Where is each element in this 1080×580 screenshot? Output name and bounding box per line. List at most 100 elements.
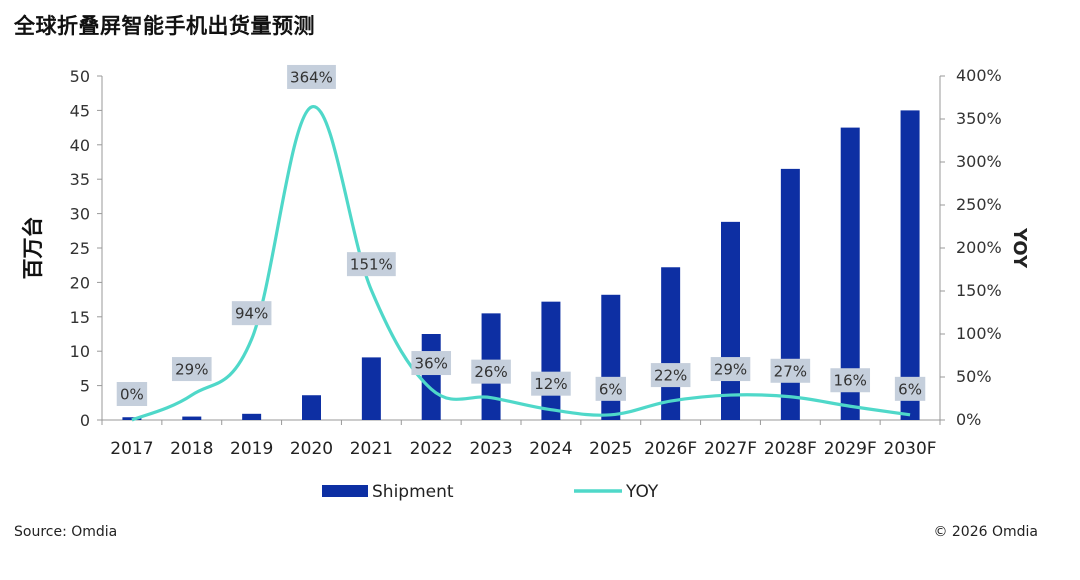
yoy-data-label: 6% (595, 376, 626, 401)
shipment-bar (182, 416, 202, 420)
yoy-label-text: 151% (350, 256, 393, 274)
x-tick-label: 2022 (410, 439, 453, 459)
yoy-label-box (770, 358, 811, 383)
y-tick-label-left: 40 (70, 136, 90, 155)
source-note: Source: Omdia (14, 524, 118, 540)
y-tick-label-right: 350% (956, 109, 1002, 128)
yoy-label-box (531, 371, 571, 396)
yoy-data-label: 26% (471, 359, 511, 384)
yoy-label-text: 0% (120, 386, 144, 404)
yoy-label-box (116, 382, 148, 406)
yoy-data-label: 36% (411, 351, 452, 376)
yoy-data-label: 22% (650, 363, 691, 388)
yoy-data-label: 16% (830, 368, 871, 393)
yoy-line-group (131, 105, 911, 422)
yoy-data-labels: 0% 29% 94% 364% 151% 36% 26% 12% 6% 22% 29% 27% 16% 6… (116, 64, 926, 406)
y-tick-label-left: 35 (70, 170, 90, 189)
y-tick-label-left: 0 (80, 411, 90, 430)
y-axis-title-right: YOY (1009, 227, 1030, 269)
legend-label-yoy: YOY (625, 482, 659, 502)
y-tick-label-left: 45 (70, 101, 90, 120)
yoy-data-label: 27% (770, 358, 811, 383)
yoy-data-label: 29% (171, 357, 212, 382)
shipment-bar (721, 221, 740, 420)
x-tick-label: 2026F (644, 439, 697, 459)
yoy-label-text: 22% (654, 367, 687, 385)
shipment-bar (900, 110, 920, 421)
shipment-bar (840, 127, 860, 420)
y-tick-label-right: 100% (956, 324, 1002, 343)
yoy-label-text: 36% (415, 355, 448, 373)
y-tick-label-left: 15 (70, 308, 90, 327)
yoy-label-box (650, 363, 691, 388)
y-tick-label-right: 200% (956, 238, 1002, 257)
yoy-label-box (595, 376, 626, 401)
chart-title: 全球折叠屏智能手机出货量预测 (14, 14, 315, 38)
y-tick-label-right: 150% (956, 281, 1002, 300)
y-tick-label-left: 10 (70, 342, 90, 361)
legend: Shipment YOY (322, 482, 659, 502)
yoy-label-text: 6% (898, 380, 922, 398)
x-tick-label: 2025 (589, 439, 632, 459)
yoy-label-box (346, 252, 396, 277)
x-tick-label: 2020 (290, 439, 333, 459)
y-tick-label-left: 5 (80, 377, 90, 396)
y-tick-label-right: 400% (956, 66, 1002, 85)
x-tick-label: 2024 (529, 439, 572, 459)
yoy-label-box (830, 368, 871, 393)
legend-swatch-shipment (322, 485, 368, 497)
y-tick-label-left: 25 (70, 239, 90, 258)
yoy-label-text: 94% (235, 305, 268, 323)
yoy-label-text: 27% (774, 362, 807, 380)
yoy-label-box (231, 301, 272, 326)
y-tick-label-right: 0% (956, 410, 981, 429)
yoy-data-label: 6% (894, 376, 926, 401)
y-tick-label-right: 300% (956, 152, 1002, 171)
yoy-data-label: 94% (231, 301, 272, 326)
shipment-bar (780, 168, 800, 420)
x-tick-label: 2017 (110, 439, 153, 459)
x-tick-label: 2021 (350, 439, 393, 459)
yoy-line (131, 105, 911, 422)
y-axis-title-left: 百万台 (21, 217, 45, 280)
copyright-note: © 2026 Omdia (933, 524, 1038, 540)
y-tick-label-left: 50 (70, 67, 90, 86)
x-tick-label: 2023 (469, 439, 512, 459)
x-tick-label: 2030F (884, 439, 937, 459)
shipment-bar (661, 267, 681, 420)
x-tick-label: 2029F (824, 439, 877, 459)
y-tick-label-left: 30 (70, 205, 90, 224)
x-tick-label: 2019 (230, 439, 273, 459)
yoy-label-text: 29% (175, 361, 208, 379)
yoy-label-text: 26% (474, 363, 507, 381)
yoy-data-label: 0% (116, 382, 148, 406)
yoy-label-text: 6% (599, 380, 623, 398)
shipment-bar (541, 301, 561, 420)
y-tick-label-right: 250% (956, 195, 1002, 214)
yoy-data-label: 29% (710, 357, 751, 382)
yoy-label-text: 12% (534, 375, 567, 393)
shipment-bars (122, 110, 920, 421)
shipment-bar (242, 413, 262, 420)
yoy-label-text: 29% (714, 361, 747, 379)
yoy-data-label: 151% (346, 252, 396, 277)
shipment-bar (421, 334, 441, 420)
yoy-label-text: 16% (834, 372, 867, 390)
y-tick-label-left: 20 (70, 273, 90, 292)
yoy-label-box (171, 357, 212, 382)
yoy-data-label: 364% (287, 64, 336, 89)
shipment-bar (361, 357, 381, 420)
x-tick-label: 2018 (170, 439, 213, 459)
yoy-label-box (710, 357, 751, 382)
yoy-label-box (894, 376, 926, 401)
yoy-label-box (471, 359, 511, 384)
legend-label-shipment: Shipment (372, 482, 454, 502)
y-tick-label-right: 50% (956, 367, 992, 386)
shipment-bar (302, 395, 321, 420)
yoy-label-text: 364% (290, 68, 333, 86)
x-tick-label: 2028F (764, 439, 817, 459)
axes: 051015202530354045500%50%100%150%200%250… (21, 66, 1030, 459)
yoy-data-label: 12% (531, 371, 571, 396)
yoy-label-box (287, 64, 336, 89)
